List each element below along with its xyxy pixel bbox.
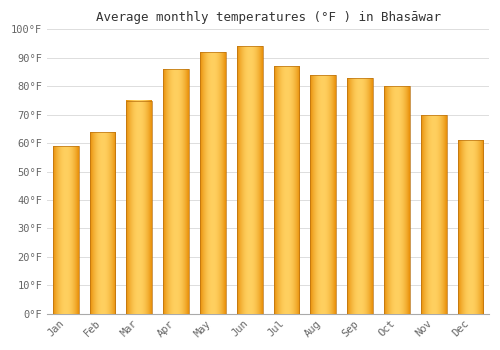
Bar [126,100,152,314]
Bar [310,75,336,314]
Bar [421,115,446,314]
Title: Average monthly temperatures (°F ) in Bhasāwar: Average monthly temperatures (°F ) in Bh… [96,11,440,24]
Bar [347,78,373,314]
Bar [458,140,483,314]
Bar [163,69,189,314]
Bar [237,47,262,314]
Bar [384,86,410,314]
Bar [200,52,226,314]
Bar [274,66,299,314]
Bar [90,132,116,314]
Bar [52,146,78,314]
